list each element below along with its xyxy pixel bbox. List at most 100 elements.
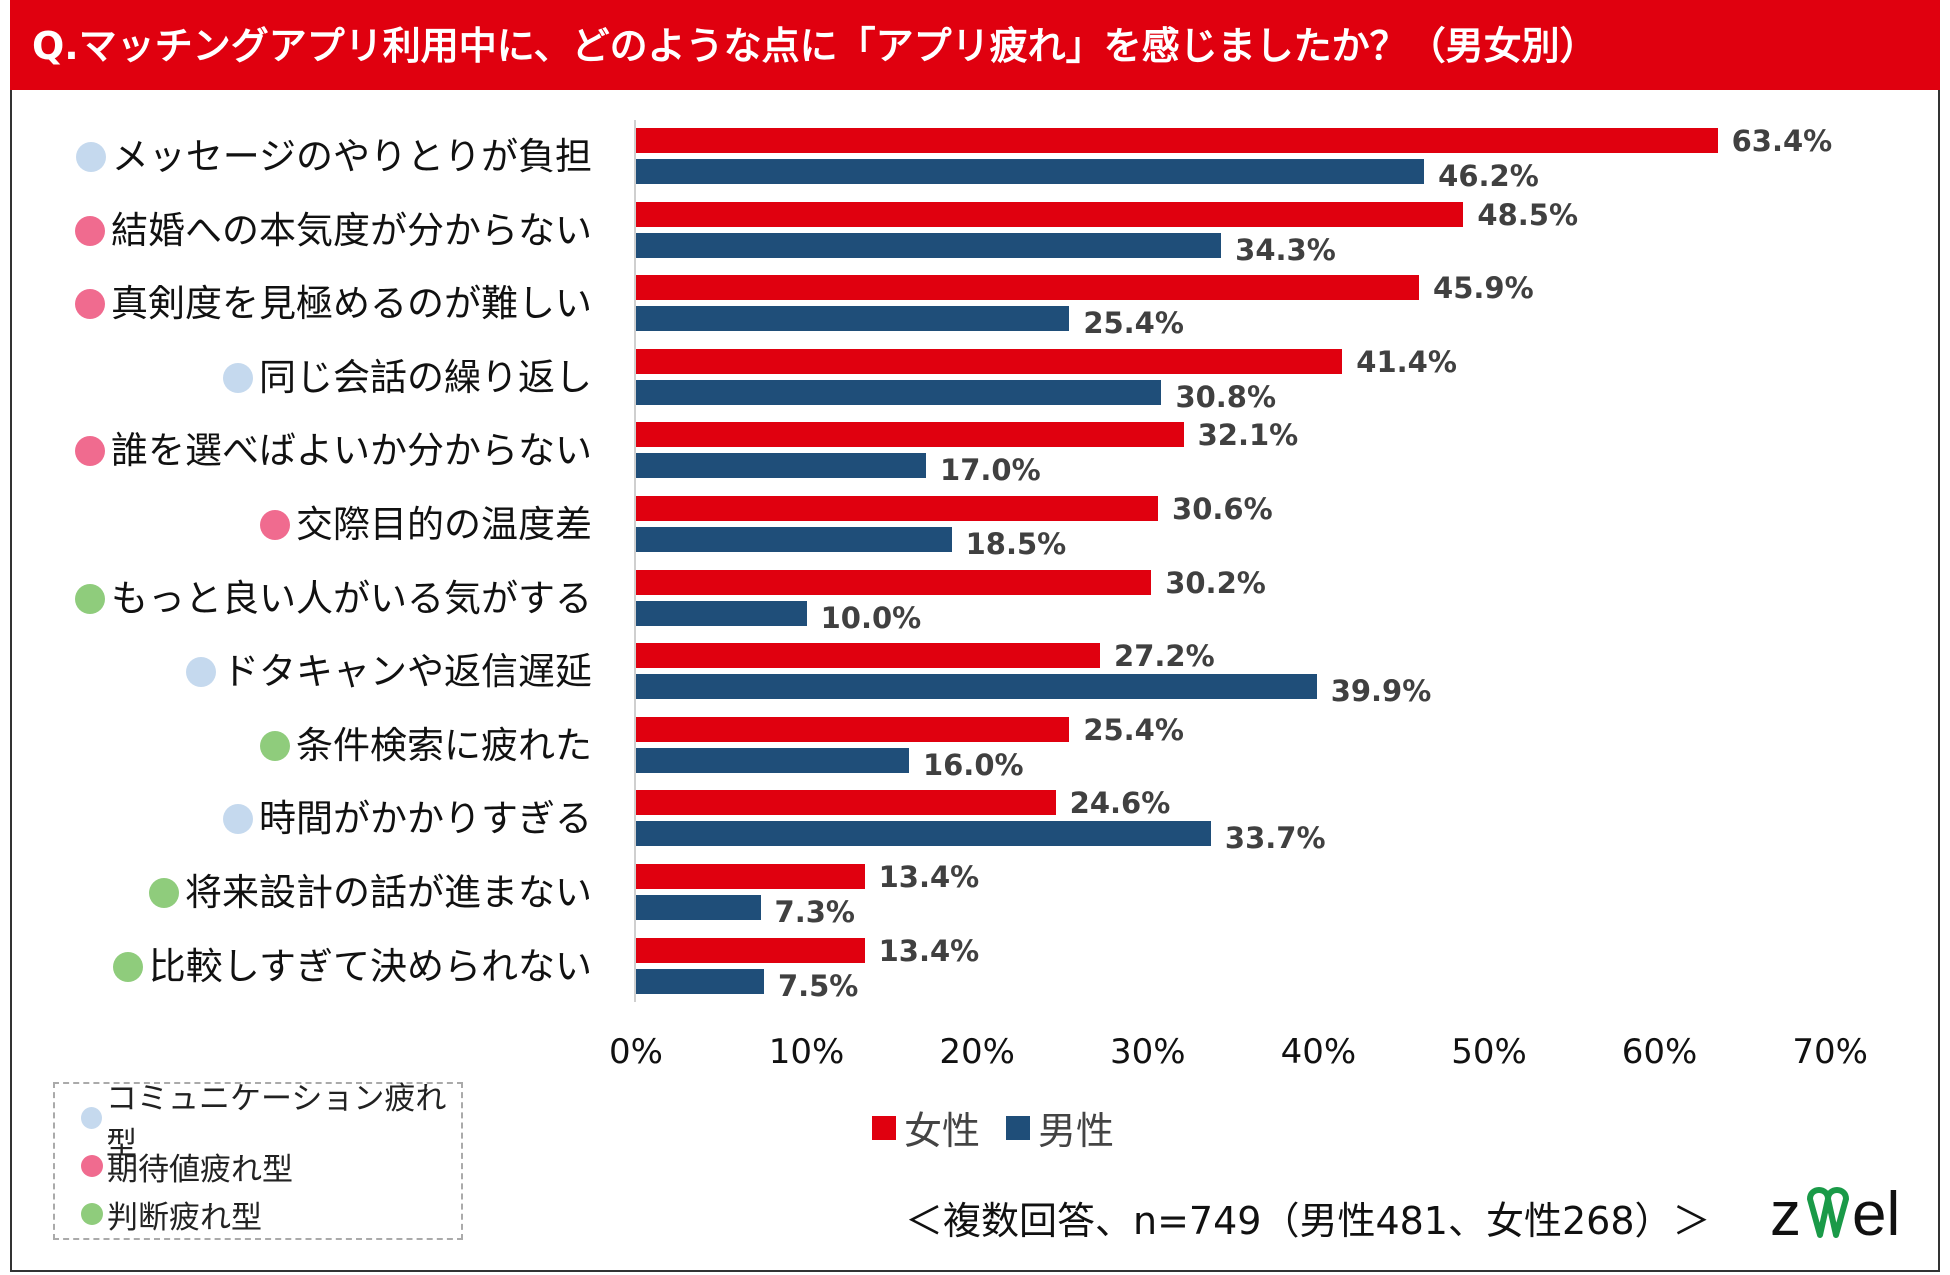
category-text: メッセージのやりとりが負担 [111,135,592,178]
category-text: 真剣度を見極めるのが難しい [111,282,592,326]
svg-text:z: z [1770,1185,1801,1240]
communication-dot-icon [223,362,253,393]
bar-male [636,968,764,994]
category-text: もっと良い人がいる気がする [111,576,592,620]
value-label-female: 48.5% [1477,197,1579,232]
value-label-male: 18.5% [965,527,1067,561]
x-tick-label: 20% [939,1032,1015,1072]
category-label: メッセージのやりとりが負担 [75,132,592,182]
category-text: 結婚への本気度が分からない [111,208,592,252]
legend-swatch-female [872,1115,896,1140]
type-legend-label: 判断疲れ型 [107,1199,262,1236]
bar-male [636,600,807,626]
category-text: 同じ会話の繰り返し [259,355,592,399]
type-legend-item: コミュニケーション疲れ型 [81,1081,461,1162]
expectation-dot-icon [75,289,105,320]
category-label: もっと良い人がいる気がする [75,574,592,624]
communication-dot-icon [81,1107,103,1129]
zwei-logo: z el [1770,1185,1900,1240]
bar-female [636,128,1718,153]
bar-male [636,895,761,920]
category-label: 条件検索に疲れた [260,721,592,771]
bar-male [636,306,1070,332]
value-label-female: 13.4% [878,860,980,894]
series-legend: 女性 男性 [872,1100,1114,1155]
value-label-female: 45.9% [1433,271,1534,306]
bar-female [636,790,1056,816]
communication-dot-icon [75,142,106,172]
value-label-male: 25.4% [1083,306,1184,341]
communication-dot-icon [186,657,216,688]
value-label-female: 25.4% [1083,712,1184,747]
value-label-male: 10.0% [820,600,922,635]
category-text: 交際目的の温度差 [296,503,592,546]
bar-male [636,232,1222,258]
expectation-dot-icon [75,436,105,467]
value-label-female: 41.4% [1356,344,1457,379]
value-label-male: 33.7% [1224,821,1326,856]
bar-female [636,716,1070,742]
category-label: 真剣度を見極めるのが難しい [75,279,592,329]
category-label: 比較しすぎて決められない [112,942,592,992]
value-label-male: 46.2% [1438,159,1539,193]
bar-female [636,348,1343,374]
sample-note: ＜複数回答、n=749（男性481、女性268）＞ [905,1199,1711,1243]
category-label: 誰を選べばよいか分からない [75,426,592,476]
bar-male [636,821,1211,847]
bar-female [636,569,1152,595]
bar-male [636,747,909,773]
type-legend-item: 判断疲れ型 [81,1190,461,1238]
value-label-female: 32.1% [1197,418,1299,453]
category-text: 時間がかかりすぎる [259,797,592,841]
category-text: ドタキャンや返信遅延 [222,650,592,694]
type-legend-box: コミュニケーション疲れ型 期待値疲れ型 判断疲れ型 [53,1081,463,1240]
x-tick-label: 40% [1280,1032,1357,1072]
judgement-dot-icon [112,951,143,982]
category-label: ドタキャンや返信遅延 [186,647,592,697]
category-text: 比較しすぎて決められない [148,944,592,988]
bar-female [636,496,1159,521]
value-label-male: 34.3% [1235,232,1336,267]
expectation-dot-icon [75,215,105,246]
bar-female [636,201,1464,227]
bar-female [636,643,1101,669]
category-label: 交際目的の温度差 [260,500,592,550]
x-tick-label: 50% [1451,1032,1527,1072]
x-tick-label: 30% [1110,1032,1186,1072]
bar-female [636,937,865,963]
bar-male [636,674,1317,700]
expectation-dot-icon [81,1155,103,1177]
bar-female [636,864,865,889]
category-label: 将来設計の話が進まない [149,868,592,918]
svg-text:el: el [1852,1185,1900,1240]
x-tick-label: 60% [1621,1032,1698,1072]
bar-male [636,379,1162,405]
communication-dot-icon [223,804,253,835]
type-legend-item: 期待値疲れ型 [81,1142,461,1190]
category-label: 結婚への本気度が分からない [75,206,592,256]
bar-male [636,453,927,479]
value-label-female: 27.2% [1114,639,1215,674]
bar-female [636,422,1184,448]
judgement-dot-icon [260,730,290,761]
x-tick-label: 10% [768,1032,845,1072]
value-label-female: 24.6% [1069,786,1171,821]
value-label-male: 7.3% [774,895,855,929]
type-legend-label: コミュニケーション疲れ型 [106,1081,447,1162]
x-tick-label: 0% [609,1032,663,1072]
chart-title: Q.マッチングアプリ利用中に、どのような点に「アプリ疲れ」を感じましたか？（男女… [10,0,1940,90]
y-axis-line [634,120,636,1002]
category-label: 同じ会話の繰り返し [223,353,592,403]
value-label-male: 17.0% [940,453,1041,488]
expectation-dot-icon [260,510,290,540]
category-label: 時間がかかりすぎる [223,794,592,844]
value-label-male: 39.9% [1330,674,1432,709]
value-label-male: 7.5% [777,968,859,1003]
value-label-male: 16.0% [922,747,1024,782]
value-label-female: 30.6% [1172,492,1273,526]
value-label-male: 30.8% [1175,379,1277,414]
judgement-dot-icon [75,583,105,614]
value-label-female: 13.4% [878,933,980,968]
bar-female [636,275,1420,301]
legend-swatch-male [1006,1115,1031,1140]
